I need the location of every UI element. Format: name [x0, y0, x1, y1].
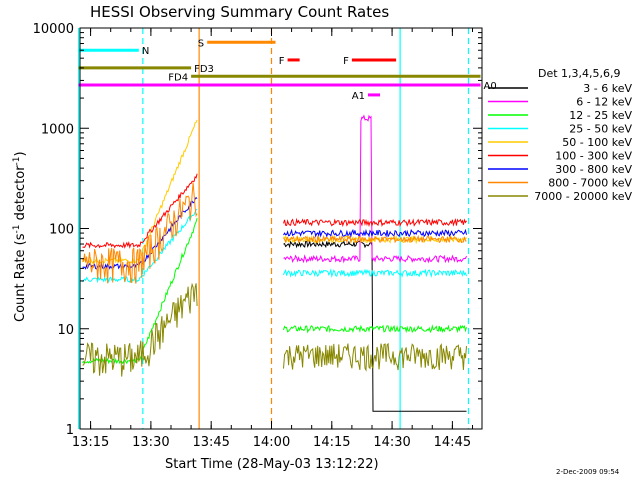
- flag-label: FD3: [194, 64, 214, 75]
- y-axis-label: Count Rate (s-1 detector-1): [12, 151, 28, 322]
- flag-label: F: [343, 56, 349, 67]
- y-axis: 1 10 100 1000 10000: [33, 22, 482, 438]
- flag-label: A1: [352, 91, 365, 102]
- legend-label: 800 - 7000 keV: [548, 177, 632, 190]
- legend-label: 3 - 6 keV: [583, 82, 632, 95]
- legend-label: 25 - 50 keV: [569, 123, 632, 136]
- x-tick-label: 14:30: [373, 435, 410, 450]
- x-axis: 13:15 13:30 13:45 14:00 14:15 14:30 14:45: [72, 28, 473, 450]
- flag-label: N: [142, 46, 149, 57]
- series-line: [82, 208, 198, 284]
- series-line: [82, 217, 198, 366]
- flag-label: FD4: [168, 72, 188, 83]
- flag-label: A0: [484, 81, 497, 92]
- legend-title: Det 1,3,4,5,6,9: [538, 67, 621, 80]
- series-line: [283, 114, 467, 264]
- x-axis-label: Start Time (28-May-03 13:12:22): [165, 457, 379, 472]
- flag-label: S: [198, 38, 204, 49]
- series-line: [82, 182, 198, 284]
- series-line: [283, 234, 467, 245]
- legend-label: 300 - 800 keV: [555, 163, 632, 176]
- timestamp: 2-Dec-2009 09:54: [556, 468, 620, 476]
- flag-label: F: [279, 56, 285, 67]
- x-tick-label: 14:00: [253, 435, 290, 450]
- plot-frame: [79, 27, 483, 430]
- series-line: [283, 268, 467, 278]
- series-line: [283, 239, 467, 412]
- x-tick-label: 14:45: [434, 435, 471, 450]
- y-tick-label: 1: [66, 423, 74, 438]
- y-tick-label: 1000: [41, 122, 74, 137]
- series-line: [82, 173, 198, 249]
- y-tick-label: 10000: [33, 22, 74, 37]
- series-line: [283, 342, 467, 372]
- x-tick-label: 13:45: [192, 435, 229, 450]
- series-line: [283, 228, 467, 238]
- chart-title: HESSI Observing Summary Count Rates: [90, 3, 389, 21]
- legend-label: 7000 - 20000 keV: [534, 190, 632, 203]
- series-line: [82, 119, 198, 264]
- plot-area: N S F F FD3 FD4 A0 A1: [77, 28, 497, 429]
- x-tick-label: 14:15: [313, 435, 350, 450]
- series-line: [82, 282, 198, 377]
- legend-label: 6 - 12 keV: [576, 96, 632, 109]
- x-tick-label: 13:15: [72, 435, 109, 450]
- legend-label: 100 - 300 keV: [555, 150, 632, 163]
- legend-label: 50 - 100 keV: [562, 136, 632, 149]
- y-tick-label: 100: [49, 223, 74, 238]
- y-tick-label: 10: [57, 323, 74, 338]
- legend-label: 12 - 25 keV: [569, 109, 632, 122]
- x-tick-label: 13:30: [132, 435, 169, 450]
- series-line: [283, 217, 467, 228]
- series-line: [283, 324, 467, 334]
- series-line: [283, 234, 467, 245]
